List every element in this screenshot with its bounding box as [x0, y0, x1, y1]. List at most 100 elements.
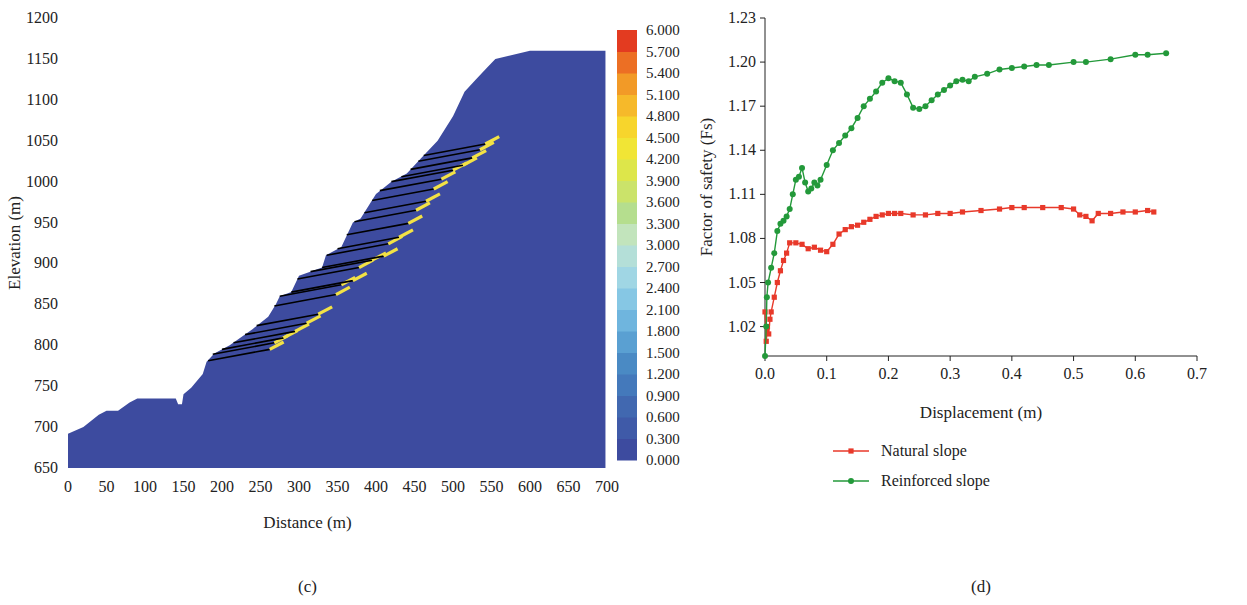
colorbar-label: 5.700 — [646, 44, 680, 60]
x-tick — [826, 356, 827, 361]
anchor-free — [364, 201, 426, 212]
colorbar-label: 5.400 — [646, 65, 680, 81]
anchor-bond — [485, 137, 499, 144]
x-tick-label: 350 — [326, 478, 350, 495]
colorbar-band — [617, 95, 637, 117]
series-point — [814, 183, 820, 189]
colorbar-label: 6.000 — [646, 22, 680, 38]
anchor-free — [213, 343, 275, 354]
colorbar-label: 3.000 — [646, 237, 680, 253]
series-point — [1145, 208, 1150, 213]
series-point — [923, 212, 928, 217]
series-point — [766, 331, 771, 336]
colorbar-label: 4.200 — [646, 151, 680, 167]
series-point — [775, 280, 780, 285]
series-point — [1077, 212, 1082, 217]
y-tick — [760, 18, 765, 19]
panel-caption: (d) — [971, 577, 991, 596]
series-point — [1163, 50, 1169, 56]
series-point — [849, 224, 854, 229]
series-point — [984, 71, 990, 77]
y-tick-label: 1.14 — [728, 141, 756, 158]
series-point — [867, 96, 873, 102]
series-point — [1071, 206, 1076, 211]
anchor-free — [234, 331, 296, 342]
x-tick-label: 500 — [441, 478, 465, 495]
series-point — [978, 208, 983, 213]
series-point — [960, 209, 965, 214]
series-point — [1145, 52, 1151, 58]
x-tick-label: 250 — [249, 478, 273, 495]
x-tick-label: 50 — [99, 478, 115, 495]
y-tick-label: 850 — [34, 295, 58, 312]
series-point — [774, 228, 780, 234]
y-tick-label: 1.17 — [728, 97, 756, 114]
colorbar-band — [617, 202, 637, 224]
series-point — [784, 213, 790, 219]
series-point — [796, 174, 802, 180]
panel-caption: (c) — [298, 577, 317, 596]
series-point — [771, 250, 777, 256]
y-tick — [760, 282, 765, 283]
series-point — [867, 217, 872, 222]
series-line — [765, 208, 1154, 342]
series-point — [997, 206, 1002, 211]
x-tick-label: 150 — [172, 478, 196, 495]
anchor-bond — [472, 151, 486, 158]
series-point — [843, 227, 848, 232]
colorbar-band — [617, 417, 637, 439]
series-point — [824, 162, 830, 168]
y-axis-title: Elevation (m) — [5, 196, 24, 290]
y-tick-label: 800 — [34, 336, 58, 353]
y-tick-label: 700 — [34, 418, 58, 435]
anchor-free — [380, 179, 442, 190]
colorbar-band — [617, 181, 637, 203]
x-tick — [1073, 356, 1074, 361]
y-axis-title: Factor of safety (Fs) — [697, 118, 716, 256]
series-point — [898, 80, 904, 86]
colorbar-label: 2.100 — [646, 302, 680, 318]
series-point — [787, 240, 792, 245]
y-tick-label: 650 — [34, 459, 58, 476]
series-point — [799, 242, 804, 247]
colorbar — [617, 30, 637, 461]
series-point — [836, 140, 842, 146]
series-point — [886, 211, 891, 216]
series-point — [947, 83, 953, 89]
colorbar-band — [617, 159, 637, 181]
anchor-free — [354, 210, 416, 221]
series-point — [892, 211, 897, 216]
series-point — [935, 91, 941, 97]
x-tick-label: 650 — [557, 478, 581, 495]
y-tick-label: 1.02 — [728, 318, 756, 335]
colorbar-band — [617, 224, 637, 246]
colorbar-label: 0.300 — [646, 431, 680, 447]
series-point — [781, 258, 786, 263]
series-point — [997, 66, 1003, 72]
anchor-bond — [434, 182, 448, 189]
series-point — [861, 220, 866, 225]
colorbar-band — [617, 396, 637, 418]
x-tick-label: 0.2 — [878, 365, 898, 382]
series-point — [765, 280, 771, 286]
y-tick-label: 1200 — [26, 9, 58, 26]
series-point — [830, 242, 835, 247]
y-tick — [760, 150, 765, 151]
series-point — [768, 265, 774, 271]
anchor-free — [311, 260, 373, 271]
x-tick-label: 700 — [595, 478, 619, 495]
series-point — [873, 88, 879, 94]
anchor-bond — [384, 249, 398, 256]
colorbar-band — [617, 288, 637, 310]
series-point — [808, 185, 814, 191]
colorbar-label: 2.700 — [646, 259, 680, 275]
x-tick-label: 550 — [480, 478, 504, 495]
anchor-bond — [353, 273, 367, 280]
series-point — [1040, 205, 1045, 210]
series-point — [790, 191, 796, 197]
colorbar-band — [617, 116, 637, 138]
anchor-bond — [416, 203, 430, 210]
x-tick-label: 300 — [287, 478, 311, 495]
series-point — [953, 78, 959, 84]
legend-label: Reinforced slope — [881, 472, 990, 490]
